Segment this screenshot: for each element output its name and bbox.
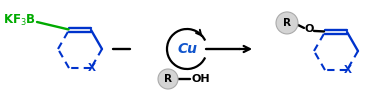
Text: R: R <box>283 18 291 28</box>
Text: O: O <box>304 24 314 34</box>
Text: X: X <box>88 63 96 73</box>
Text: OH: OH <box>192 74 211 84</box>
Text: KF$_3$B: KF$_3$B <box>3 12 36 28</box>
Circle shape <box>158 69 178 89</box>
Text: R: R <box>164 74 172 84</box>
Text: X: X <box>344 65 352 75</box>
Text: Cu: Cu <box>177 42 197 56</box>
Circle shape <box>276 12 298 34</box>
